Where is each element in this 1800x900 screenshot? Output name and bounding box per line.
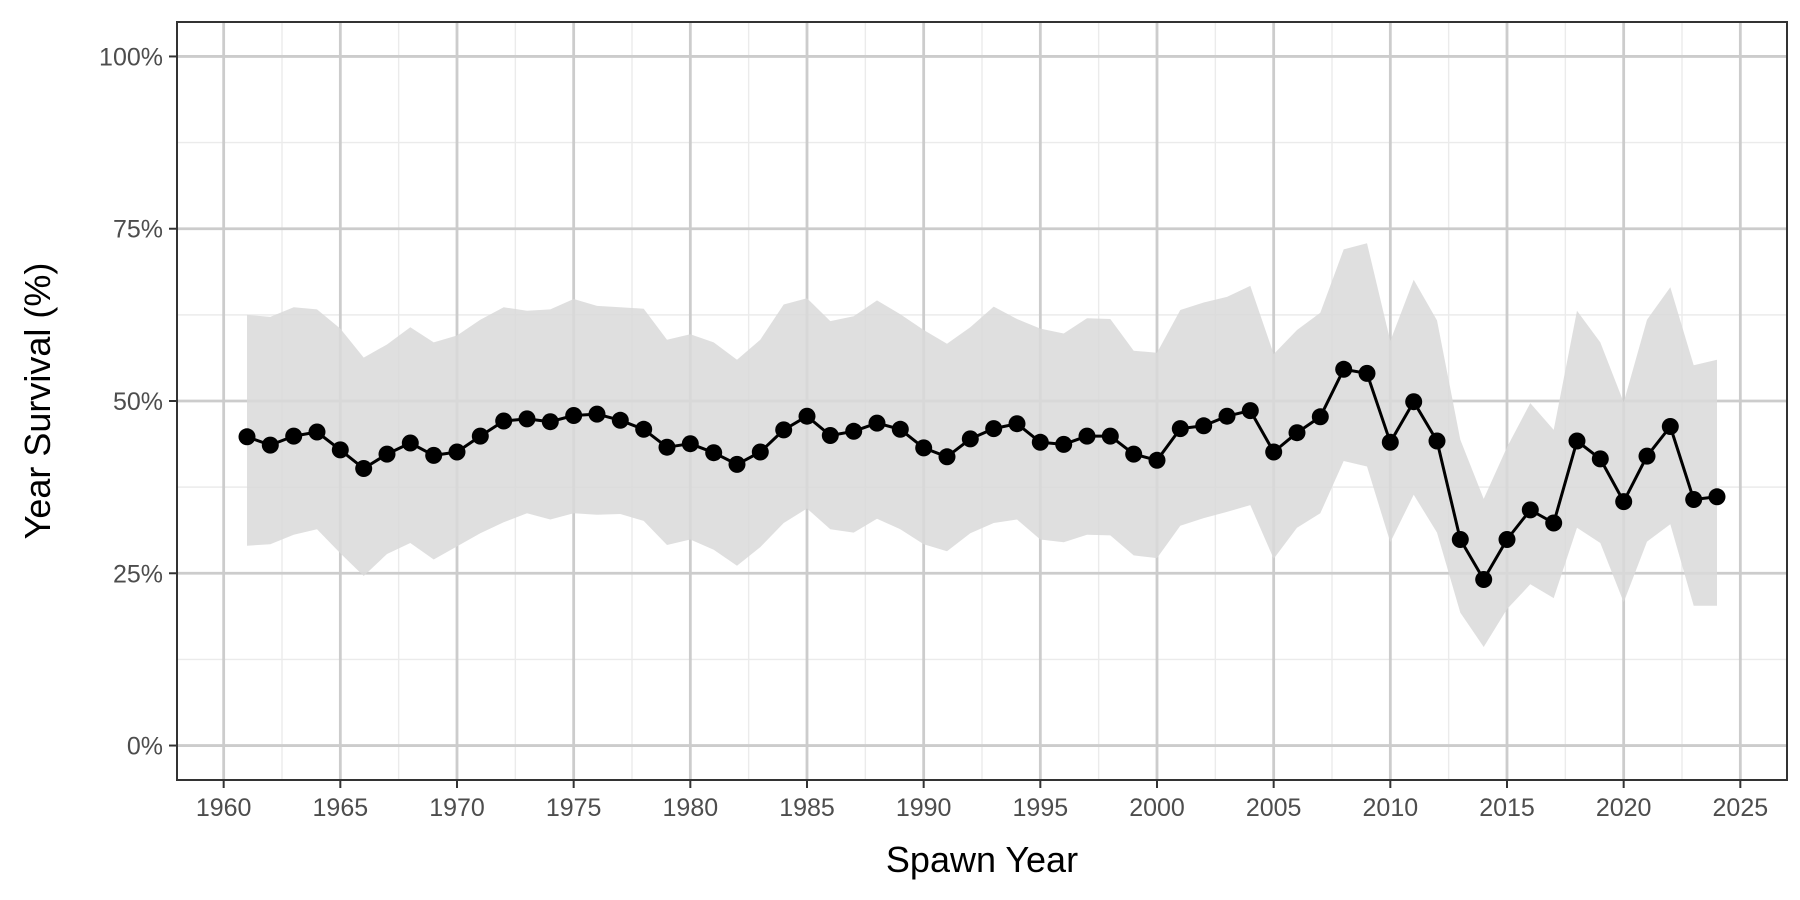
data-point	[1101, 427, 1119, 445]
data-point	[821, 427, 839, 444]
data-point	[1171, 420, 1189, 438]
confidence-ribbon	[247, 243, 1717, 647]
data-point	[588, 405, 606, 423]
data-point	[1661, 418, 1679, 435]
y-tick-label: 75%	[113, 216, 163, 244]
x-tick-label: 1965	[313, 794, 369, 822]
data-point	[1615, 493, 1633, 511]
data-point	[1568, 432, 1586, 450]
data-point	[658, 438, 676, 456]
data-point	[238, 428, 256, 446]
y-axis-tick-labels: 0% 25% 50% 75% 100%	[99, 43, 163, 760]
data-point	[565, 407, 583, 424]
data-point	[425, 446, 443, 464]
data-point	[1708, 488, 1726, 506]
data-point	[541, 413, 559, 431]
data-point	[518, 410, 536, 428]
x-tick-label: 2000	[1129, 794, 1185, 822]
x-tick-label: 2025	[1713, 794, 1769, 822]
x-axis-tick-labels: 1960 1965 1970 1975 1980 1985 1990 1995 2000 2005…	[196, 794, 1768, 822]
data-point	[1265, 443, 1283, 461]
x-tick-label: 2020	[1596, 794, 1652, 822]
data-point	[378, 445, 396, 463]
data-point	[751, 443, 769, 461]
data-point	[681, 435, 699, 453]
data-point	[635, 420, 653, 438]
data-point	[938, 448, 956, 466]
data-point	[728, 455, 746, 473]
data-point	[798, 407, 816, 425]
data-point	[611, 411, 629, 429]
series-points	[238, 360, 1726, 588]
data-point	[308, 423, 326, 441]
data-point	[401, 434, 419, 452]
data-point	[1685, 491, 1703, 508]
data-point	[261, 436, 279, 454]
x-tick-label: 2010	[1363, 794, 1419, 822]
data-point	[1358, 364, 1376, 382]
x-tick-label: 1995	[1013, 794, 1069, 822]
y-axis-title: Year Survival (%)	[17, 263, 58, 540]
x-axis-title: Spawn Year	[886, 839, 1078, 880]
data-point	[1195, 417, 1213, 435]
x-tick-label: 1975	[546, 794, 602, 822]
data-point	[1451, 531, 1469, 548]
data-point	[495, 412, 513, 430]
y-axis-ticks	[169, 55, 177, 747]
data-point	[1008, 415, 1026, 433]
data-point	[1125, 445, 1143, 463]
data-point	[915, 439, 933, 457]
y-tick-label: 0%	[127, 733, 163, 761]
data-point	[1521, 501, 1539, 519]
data-point	[1335, 360, 1353, 378]
data-point	[1078, 427, 1096, 445]
data-point	[1241, 402, 1259, 420]
data-point	[1055, 435, 1073, 453]
data-point	[705, 444, 723, 462]
data-point	[1288, 424, 1306, 442]
data-point	[775, 421, 793, 439]
series-line	[246, 367, 1718, 581]
data-point	[845, 422, 863, 440]
data-point	[285, 427, 303, 445]
data-point	[1475, 571, 1493, 588]
data-point	[1545, 514, 1563, 532]
data-point	[331, 441, 349, 459]
data-point	[448, 443, 466, 461]
data-point	[1428, 432, 1446, 450]
x-tick-label: 2005	[1246, 794, 1302, 822]
y-tick-label: 100%	[99, 43, 163, 71]
data-point	[1498, 531, 1516, 548]
data-point	[985, 420, 1003, 438]
data-point	[868, 414, 886, 432]
x-axis-ticks	[222, 780, 1742, 788]
data-point	[355, 460, 373, 477]
data-point	[891, 420, 909, 438]
x-tick-label: 1980	[663, 794, 719, 822]
x-tick-label: 2015	[1479, 794, 1535, 822]
data-point	[1381, 433, 1399, 451]
data-point	[1405, 393, 1423, 411]
x-tick-label: 1970	[429, 794, 485, 822]
data-point	[961, 430, 979, 448]
x-tick-label: 1985	[779, 794, 835, 822]
x-tick-label: 1990	[896, 794, 952, 822]
data-point	[1218, 407, 1236, 425]
data-point	[1031, 433, 1049, 451]
x-tick-label: 1960	[196, 794, 252, 822]
data-point	[1638, 447, 1656, 465]
data-point	[1148, 451, 1166, 469]
data-point	[1591, 450, 1609, 468]
data-point	[471, 427, 489, 445]
y-tick-label: 25%	[113, 560, 163, 588]
data-point	[1311, 408, 1329, 426]
y-tick-label: 50%	[113, 388, 163, 416]
